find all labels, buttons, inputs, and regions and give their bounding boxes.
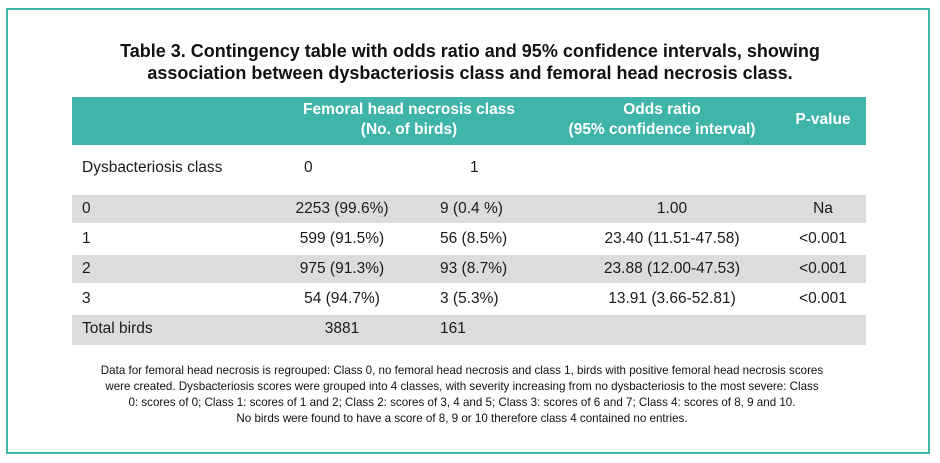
- table-row: 2 975 (91.3%) 93 (8.7%) 23.88 (12.00-47.…: [72, 255, 866, 283]
- table-title: Table 3. Contingency table with odds rat…: [28, 40, 912, 84]
- footnote-line-2: were created. Dysbacteriosis scores were…: [105, 380, 819, 393]
- footnote-line-3: 0: scores of 0; Class 1: scores of 1 and…: [128, 396, 796, 409]
- cell-class: 2: [82, 260, 91, 277]
- subheader-col-0: 0: [304, 159, 313, 176]
- table-row: 3 54 (94.7%) 3 (5.3%) 13.91 (3.66-52.81)…: [72, 285, 866, 313]
- cell-odds-ratio: 23.40 (11.51-47.58): [604, 230, 740, 247]
- cell-odds-ratio: 13.91 (3.66-52.81): [608, 290, 736, 307]
- cell-pvalue: <0.001: [799, 230, 847, 247]
- cell-fhn-0: 2253 (99.6%): [295, 200, 389, 217]
- table-frame: Table 3. Contingency table with odds rat…: [6, 8, 930, 454]
- cell-pvalue: <0.001: [799, 260, 847, 277]
- cell-fhn-0: 975 (91.3%): [299, 260, 385, 277]
- cell-pvalue: Na: [813, 200, 833, 217]
- footnote-line-1: Data for femoral head necrosis is regrou…: [100, 364, 824, 377]
- cell-fhn-1: 56 (8.5%): [440, 230, 508, 247]
- cell-class: 3: [82, 290, 91, 307]
- header-or-line2: (95% confidence interval): [568, 121, 756, 138]
- cell-class: 0: [82, 200, 91, 217]
- header-or-line1: Odds ratio: [623, 101, 701, 118]
- table-footnote: Data for femoral head necrosis is regrou…: [22, 363, 902, 427]
- cell-fhn-1: 93 (8.7%): [440, 260, 508, 277]
- header-fhn-line2: (No. of birds): [360, 121, 458, 138]
- table-row-total: Total birds 3881 161: [72, 315, 866, 345]
- footnote-line-4: No birds were found to have a score of 8…: [236, 412, 688, 425]
- contingency-table: Femoral head necrosis class (No. of bird…: [72, 97, 866, 345]
- title-line-1: Table 3. Contingency table with odds rat…: [120, 41, 820, 61]
- table-row: 0 2253 (99.6%) 9 (0.4 %) 1.00 Na: [72, 195, 866, 223]
- table-header: Femoral head necrosis class (No. of bird…: [72, 97, 866, 145]
- cell-pvalue: <0.001: [799, 290, 847, 307]
- title-line-2: association between dysbacteriosis class…: [147, 63, 793, 83]
- cell-fhn-1: 3 (5.3%): [440, 290, 499, 307]
- header-fhn-line1: Femoral head necrosis class: [303, 101, 515, 118]
- cell-fhn-0: 3881: [324, 320, 360, 337]
- cell-fhn-1: 161: [440, 320, 466, 337]
- cell-fhn-0: 54 (94.7%): [304, 290, 380, 307]
- subheader-col-1: 1: [470, 159, 479, 176]
- subheader-row-label: Dysbacteriosis class: [82, 159, 223, 176]
- cell-class: Total birds: [82, 320, 153, 337]
- cell-fhn-1: 9 (0.4 %): [440, 200, 503, 217]
- cell-fhn-0: 599 (91.5%): [299, 230, 385, 247]
- cell-odds-ratio: 1.00: [656, 200, 688, 217]
- cell-odds-ratio: 23.88 (12.00-47.53): [603, 260, 741, 277]
- table-row: 1 599 (91.5%) 56 (8.5%) 23.40 (11.51-47.…: [72, 225, 866, 253]
- cell-class: 1: [82, 230, 91, 247]
- subheader-row: Dysbacteriosis class 0 1: [72, 145, 866, 191]
- header-pvalue: P-value: [795, 111, 851, 128]
